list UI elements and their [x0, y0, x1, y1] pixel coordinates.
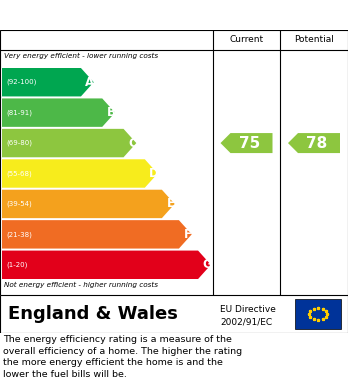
Polygon shape	[2, 99, 115, 127]
Polygon shape	[2, 190, 175, 218]
Text: C: C	[128, 136, 137, 150]
Polygon shape	[2, 220, 192, 249]
Text: 2002/91/EC: 2002/91/EC	[220, 318, 272, 327]
Text: EU Directive: EU Directive	[220, 305, 276, 314]
Polygon shape	[288, 133, 340, 153]
Text: The energy efficiency rating is a measure of the
overall efficiency of a home. T: The energy efficiency rating is a measur…	[3, 335, 242, 379]
Text: (69-80): (69-80)	[6, 140, 32, 146]
Text: F: F	[184, 228, 192, 241]
Text: 78: 78	[306, 136, 327, 151]
Text: Current: Current	[229, 36, 263, 45]
Text: D: D	[149, 167, 159, 180]
Text: (21-38): (21-38)	[6, 231, 32, 238]
Text: Energy Efficiency Rating: Energy Efficiency Rating	[8, 7, 218, 23]
Text: England & Wales: England & Wales	[8, 305, 178, 323]
Polygon shape	[221, 133, 272, 153]
Polygon shape	[2, 129, 136, 157]
Text: (39-54): (39-54)	[6, 201, 32, 207]
Text: (55-68): (55-68)	[6, 170, 32, 177]
Text: B: B	[107, 106, 116, 119]
Text: Very energy efficient - lower running costs: Very energy efficient - lower running co…	[4, 53, 158, 59]
Text: Not energy efficient - higher running costs: Not energy efficient - higher running co…	[4, 282, 158, 288]
Text: G: G	[202, 258, 212, 271]
Bar	[295, 299, 341, 329]
Polygon shape	[2, 159, 158, 188]
Text: A: A	[85, 76, 94, 89]
Polygon shape	[2, 251, 211, 279]
Text: 75: 75	[239, 136, 260, 151]
Text: (92-100): (92-100)	[6, 79, 37, 86]
Text: (1-20): (1-20)	[6, 262, 27, 268]
Text: (81-91): (81-91)	[6, 109, 32, 116]
Text: Potential: Potential	[294, 36, 334, 45]
Polygon shape	[2, 68, 94, 97]
Text: E: E	[167, 197, 175, 210]
